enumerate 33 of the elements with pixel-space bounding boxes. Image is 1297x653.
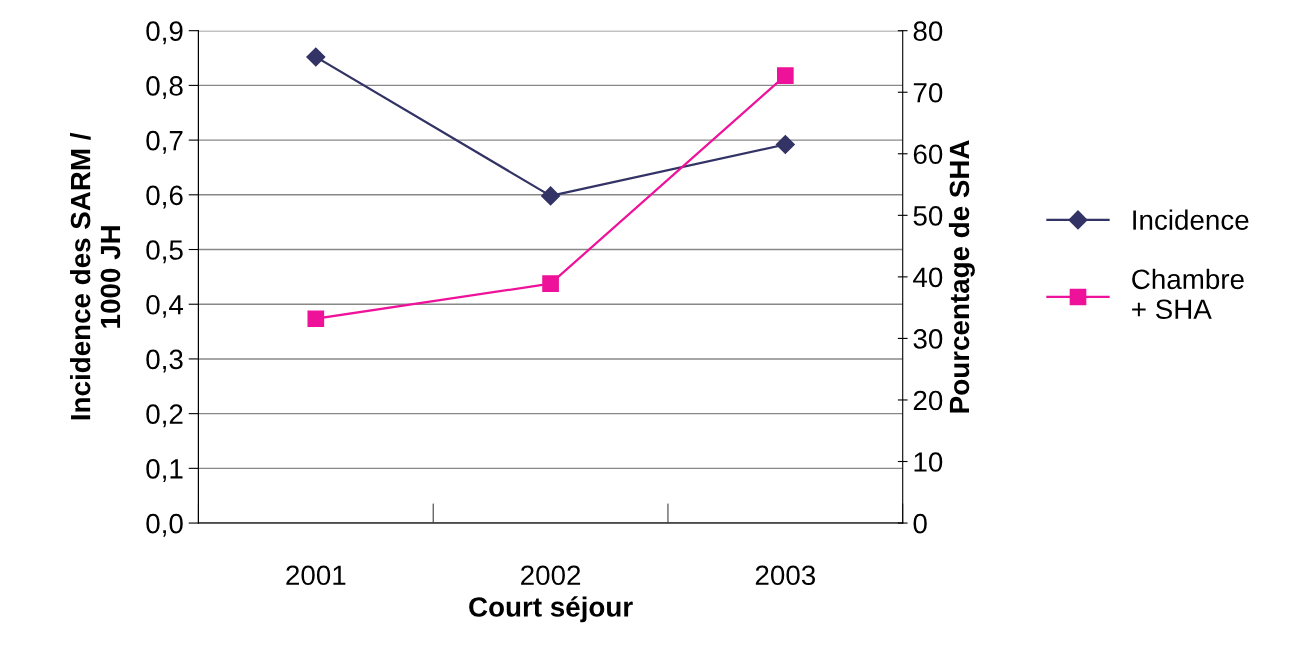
point [776, 67, 794, 84]
point [307, 310, 325, 328]
x-axis-title: Court séjour [469, 596, 633, 623]
y-tick-label: 0,1 [146, 459, 183, 482]
y2-tick-label: 40 [913, 267, 943, 288]
y-tick-label: 0,4 [146, 294, 184, 318]
y-tick-label: 0,5 [146, 240, 183, 264]
y-tick-label: 0,3 [146, 349, 183, 373]
point [306, 47, 326, 67]
y-tick-label: 0,9 [146, 21, 183, 45]
y2-tick-label: 80 [913, 21, 943, 42]
y2-tick-label: 10 [914, 452, 943, 472]
y-axis-title: Incidence des SARM / 1000 JH [69, 132, 121, 420]
point [775, 134, 795, 155]
y2-tick-label: 20 [913, 390, 943, 411]
legend-label: Chambre + SHA [1132, 268, 1244, 320]
point [541, 186, 561, 206]
y-tick-label: 0,6 [146, 185, 183, 209]
point [542, 275, 559, 292]
y2-tick-label: 30 [913, 329, 943, 349]
y2-axis-title: Pourcentage de SHA [948, 140, 975, 413]
x-tick-label: 2001 [286, 565, 346, 586]
y2-tick-label: 70 [913, 82, 943, 103]
x-tick-label: 2002 [521, 565, 581, 586]
y-tick-label: 0,2 [146, 404, 183, 428]
x-tick-label: 2003 [755, 565, 816, 586]
y-tick-label: 0,7 [146, 130, 183, 154]
y2-tick-label: 0 [913, 513, 927, 534]
legend-label: Incidence [1133, 209, 1249, 230]
y-tick-label: 0,0 [146, 513, 183, 537]
y2-tick-label: 60 [913, 144, 943, 165]
y2-tick-label: 50 [913, 206, 943, 226]
y-tick-label: 0,8 [146, 76, 183, 100]
